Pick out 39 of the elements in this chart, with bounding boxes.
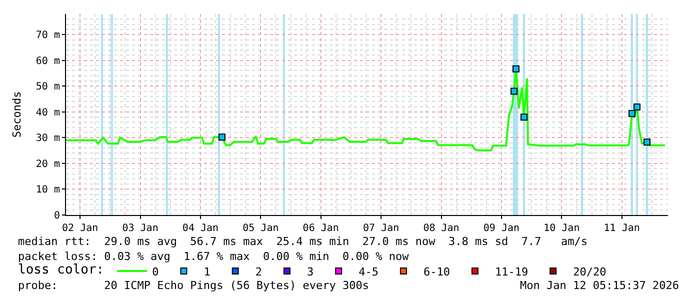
y-tick-label: 10 m: [36, 184, 60, 196]
point: [644, 138, 651, 146]
point: [520, 114, 528, 121]
point: [218, 134, 226, 141]
legend-label: 11-19: [494, 265, 528, 278]
x-tick-label: 02 Jan: [62, 223, 98, 234]
point: [633, 104, 640, 111]
y-tick-label: 30 m: [36, 133, 60, 144]
x-tick-label: 10 Jan: [544, 223, 580, 234]
legend-title: loss color:: [18, 262, 104, 278]
legend-label: 20/20: [573, 265, 606, 278]
x-tick-label: 11 Jan: [604, 223, 640, 234]
point: [510, 88, 518, 95]
text: packet loss: 0.03 % avg 1.67 % max 0.00 % min 0.00 % now: [18, 250, 410, 263]
y-axis-title: Seconds: [10, 91, 24, 138]
legend-label: 3: [306, 265, 314, 278]
point: [512, 65, 520, 72]
legend-label: 0: [152, 265, 159, 278]
x-tick-label: 06 Jan: [302, 223, 339, 234]
text: median rtt: 29.0 ms avg 56.7 ms max 25.4 ms min 27.0 ms now 3.8 ms sd 7.7 am/s: [18, 235, 588, 248]
x-tick-label: 05 Jan: [242, 223, 279, 234]
y-tick-label: 50 m: [36, 82, 60, 93]
point: [628, 110, 636, 117]
y-tick-label: 20 m: [36, 158, 60, 170]
y-tick-label: 60 m: [36, 56, 60, 67]
x-tick-label: 07 Jan: [363, 223, 400, 234]
x-tick-label: 08 Jan: [423, 223, 460, 234]
y-tick-label: 70 m: [36, 30, 60, 42]
x-tick-label: 09 Jan: [483, 223, 520, 234]
legend-label: 2: [255, 265, 262, 278]
y-tick-label: 0: [54, 210, 60, 222]
legend-label: 4-5: [358, 265, 378, 278]
x-tick-label: 04 Jan: [182, 223, 219, 234]
text: Mon Jan 12 05:15:37 2026: [520, 279, 679, 292]
x-tick-label: 03 Jan: [122, 223, 158, 234]
y-tick-label: 40 m: [36, 107, 60, 118]
text: probe: 20 ICMP Echo Pings (56 Bytes) every 300s: [18, 279, 369, 292]
legend-label: 1: [204, 265, 210, 278]
legend-label: 6-10: [423, 265, 450, 278]
